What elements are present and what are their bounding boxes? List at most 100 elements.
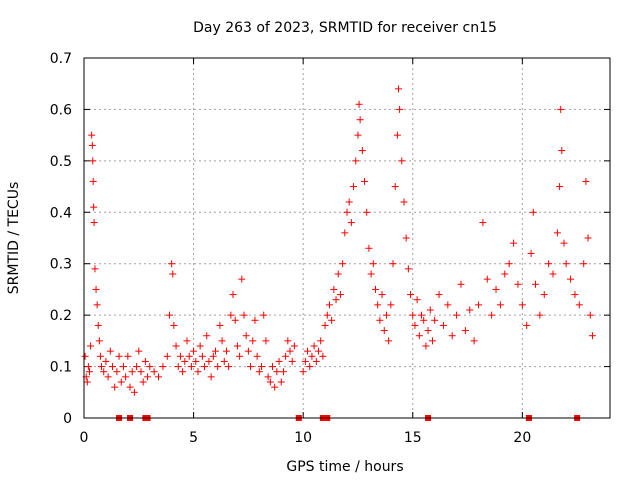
data-point <box>514 280 522 288</box>
data-point <box>277 378 285 386</box>
data-point <box>404 265 412 273</box>
data-point <box>378 291 386 299</box>
data-point <box>155 373 163 381</box>
data-point <box>371 285 379 293</box>
data-point <box>212 347 219 355</box>
data-point <box>144 373 152 381</box>
data-point <box>540 291 548 299</box>
data-point <box>236 352 244 360</box>
data-point <box>479 219 487 227</box>
data-point <box>141 357 149 365</box>
data-point <box>247 363 255 371</box>
data-point <box>216 321 224 329</box>
data-point <box>409 311 417 319</box>
data-point <box>341 229 349 237</box>
data-point <box>220 357 228 365</box>
data-point <box>85 368 93 376</box>
data-point <box>505 260 513 268</box>
y-tick-label: 0.3 <box>50 257 72 273</box>
y-tick-label: 0.1 <box>50 360 72 376</box>
data-point <box>150 368 158 376</box>
data-point <box>133 363 141 371</box>
data-point <box>222 347 230 355</box>
data-point <box>251 316 259 324</box>
data-point <box>81 352 89 360</box>
data-point <box>284 337 292 345</box>
data-point <box>93 301 101 309</box>
data-point <box>92 285 100 293</box>
data-point <box>128 368 136 376</box>
data-point <box>492 285 500 293</box>
data-point <box>347 219 355 227</box>
data-point <box>271 383 279 391</box>
data-point <box>244 347 252 355</box>
data-point <box>238 275 246 283</box>
chart-title: Day 263 of 2023, SRMTID for receiver cn1… <box>193 20 497 36</box>
ticks-layer: 0 0.1 0.2 0.3 0.4 0.5 0.6 0.7 0 5 10 15 20 <box>50 51 610 446</box>
data-point <box>415 332 423 340</box>
y-tick-label: 0.6 <box>50 102 72 118</box>
data-point <box>461 327 469 335</box>
data-point <box>413 296 421 304</box>
data-point <box>102 357 110 365</box>
data-point <box>218 337 226 345</box>
x-tick-label: 10 <box>294 430 312 446</box>
data-point <box>253 352 261 360</box>
data-point <box>529 208 537 216</box>
data-point <box>527 249 535 257</box>
data-point <box>363 208 371 216</box>
data-point <box>304 347 312 355</box>
data-point <box>586 311 594 319</box>
data-point <box>126 383 134 391</box>
data-point <box>518 301 526 309</box>
data-point <box>420 316 428 324</box>
data-point <box>306 363 314 371</box>
data-point <box>339 260 347 268</box>
x-tick-label: 15 <box>404 430 422 446</box>
data-point <box>395 85 403 93</box>
data-point <box>255 368 263 376</box>
data-point <box>279 368 287 376</box>
data-point <box>268 363 276 371</box>
data-point <box>266 378 274 386</box>
data-point <box>214 363 222 371</box>
data-point <box>94 321 102 329</box>
y-tick-label: 0.2 <box>50 308 72 324</box>
data-point <box>355 100 363 108</box>
data-point <box>325 301 333 309</box>
data-point <box>317 337 325 345</box>
data-point <box>163 352 171 360</box>
data-point <box>448 332 456 340</box>
data-point <box>567 275 575 283</box>
data-point <box>334 270 342 278</box>
data-point <box>89 177 97 185</box>
data-point <box>146 363 154 371</box>
x-axis-label: GPS time / hours <box>286 459 403 475</box>
data-point <box>580 260 588 268</box>
data-point <box>262 337 270 345</box>
data-point <box>435 291 443 299</box>
data-point <box>258 363 266 371</box>
data-point <box>84 363 92 371</box>
data-point <box>369 260 377 268</box>
data-point <box>350 183 358 191</box>
data-point <box>575 301 583 309</box>
y-tick-label: 0 <box>63 411 72 427</box>
data-point <box>545 260 553 268</box>
data-point <box>393 131 401 139</box>
data-point <box>382 311 390 319</box>
data-point <box>87 342 95 350</box>
data-point <box>288 357 296 365</box>
data-point <box>422 342 430 350</box>
plot-frame <box>83 57 611 419</box>
data-point <box>113 368 121 376</box>
data-point <box>488 311 496 319</box>
data-point <box>106 347 114 355</box>
data-point <box>560 239 568 247</box>
data-point <box>96 352 104 360</box>
y-tick-label: 0.4 <box>50 205 72 221</box>
data-point <box>321 321 329 329</box>
data-point <box>457 280 465 288</box>
data-point <box>172 342 180 350</box>
data-point <box>229 291 237 299</box>
